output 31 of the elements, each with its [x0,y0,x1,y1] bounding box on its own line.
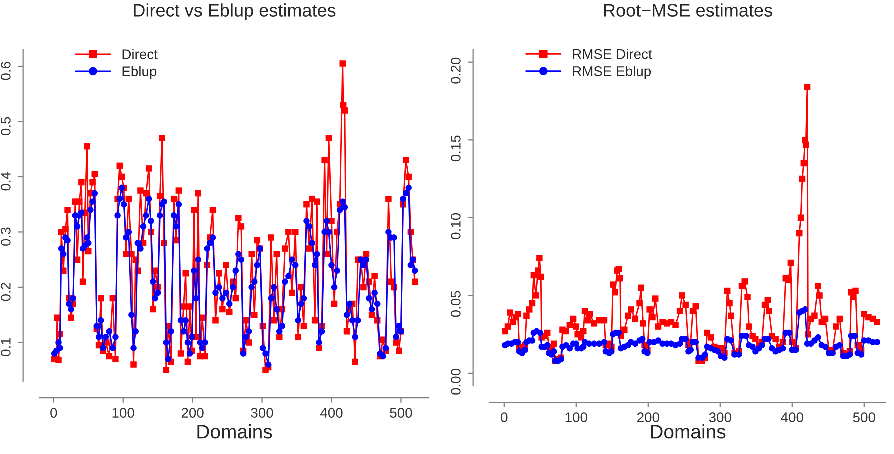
legend-label: RMSE Direct [573,49,652,60]
y-tick-label: 0.05 [451,291,461,318]
legend-label: Eblup [122,66,157,80]
y-tick-label: 0.6 [1,62,11,80]
x-axis-title: Domains [651,424,726,439]
chart-title: Root−MSE estimates [604,4,772,17]
x-tick-label: 300 [251,408,274,418]
y-tick-label: 0.1 [1,338,11,356]
y-tick-label: 0.15 [451,136,461,162]
x-tick-label: 400 [320,408,343,418]
x-tick-label: 100 [112,408,134,418]
chart-title: Direct vs Eblup estimates [134,4,336,21]
x-tick-label: 400 [781,412,804,422]
x-tick-label: 300 [709,412,732,422]
legend-label: Direct [122,49,158,60]
y-tick-label: 0.20 [451,58,461,84]
y-tick-label: 0.10 [451,213,461,240]
y-tick-label: 0.3 [1,228,11,246]
y-tick-label: 0.00 [451,368,461,395]
legend-label: RMSE Eblup [573,66,652,80]
y-tick-label: 0.4 [1,172,11,191]
x-tick-label: 100 [566,412,588,422]
y-tick-label: 0.5 [1,117,11,136]
x-tick-label: 0 [501,412,508,422]
x-tick-label: 500 [853,412,876,422]
x-tick-label: 500 [390,408,412,418]
x-tick-label: 200 [182,408,204,418]
x-tick-label: 200 [638,412,660,422]
x-tick-label: 0 [50,408,58,418]
y-tick-label: 0.2 [1,283,11,302]
x-axis-title: Domains [198,424,272,439]
